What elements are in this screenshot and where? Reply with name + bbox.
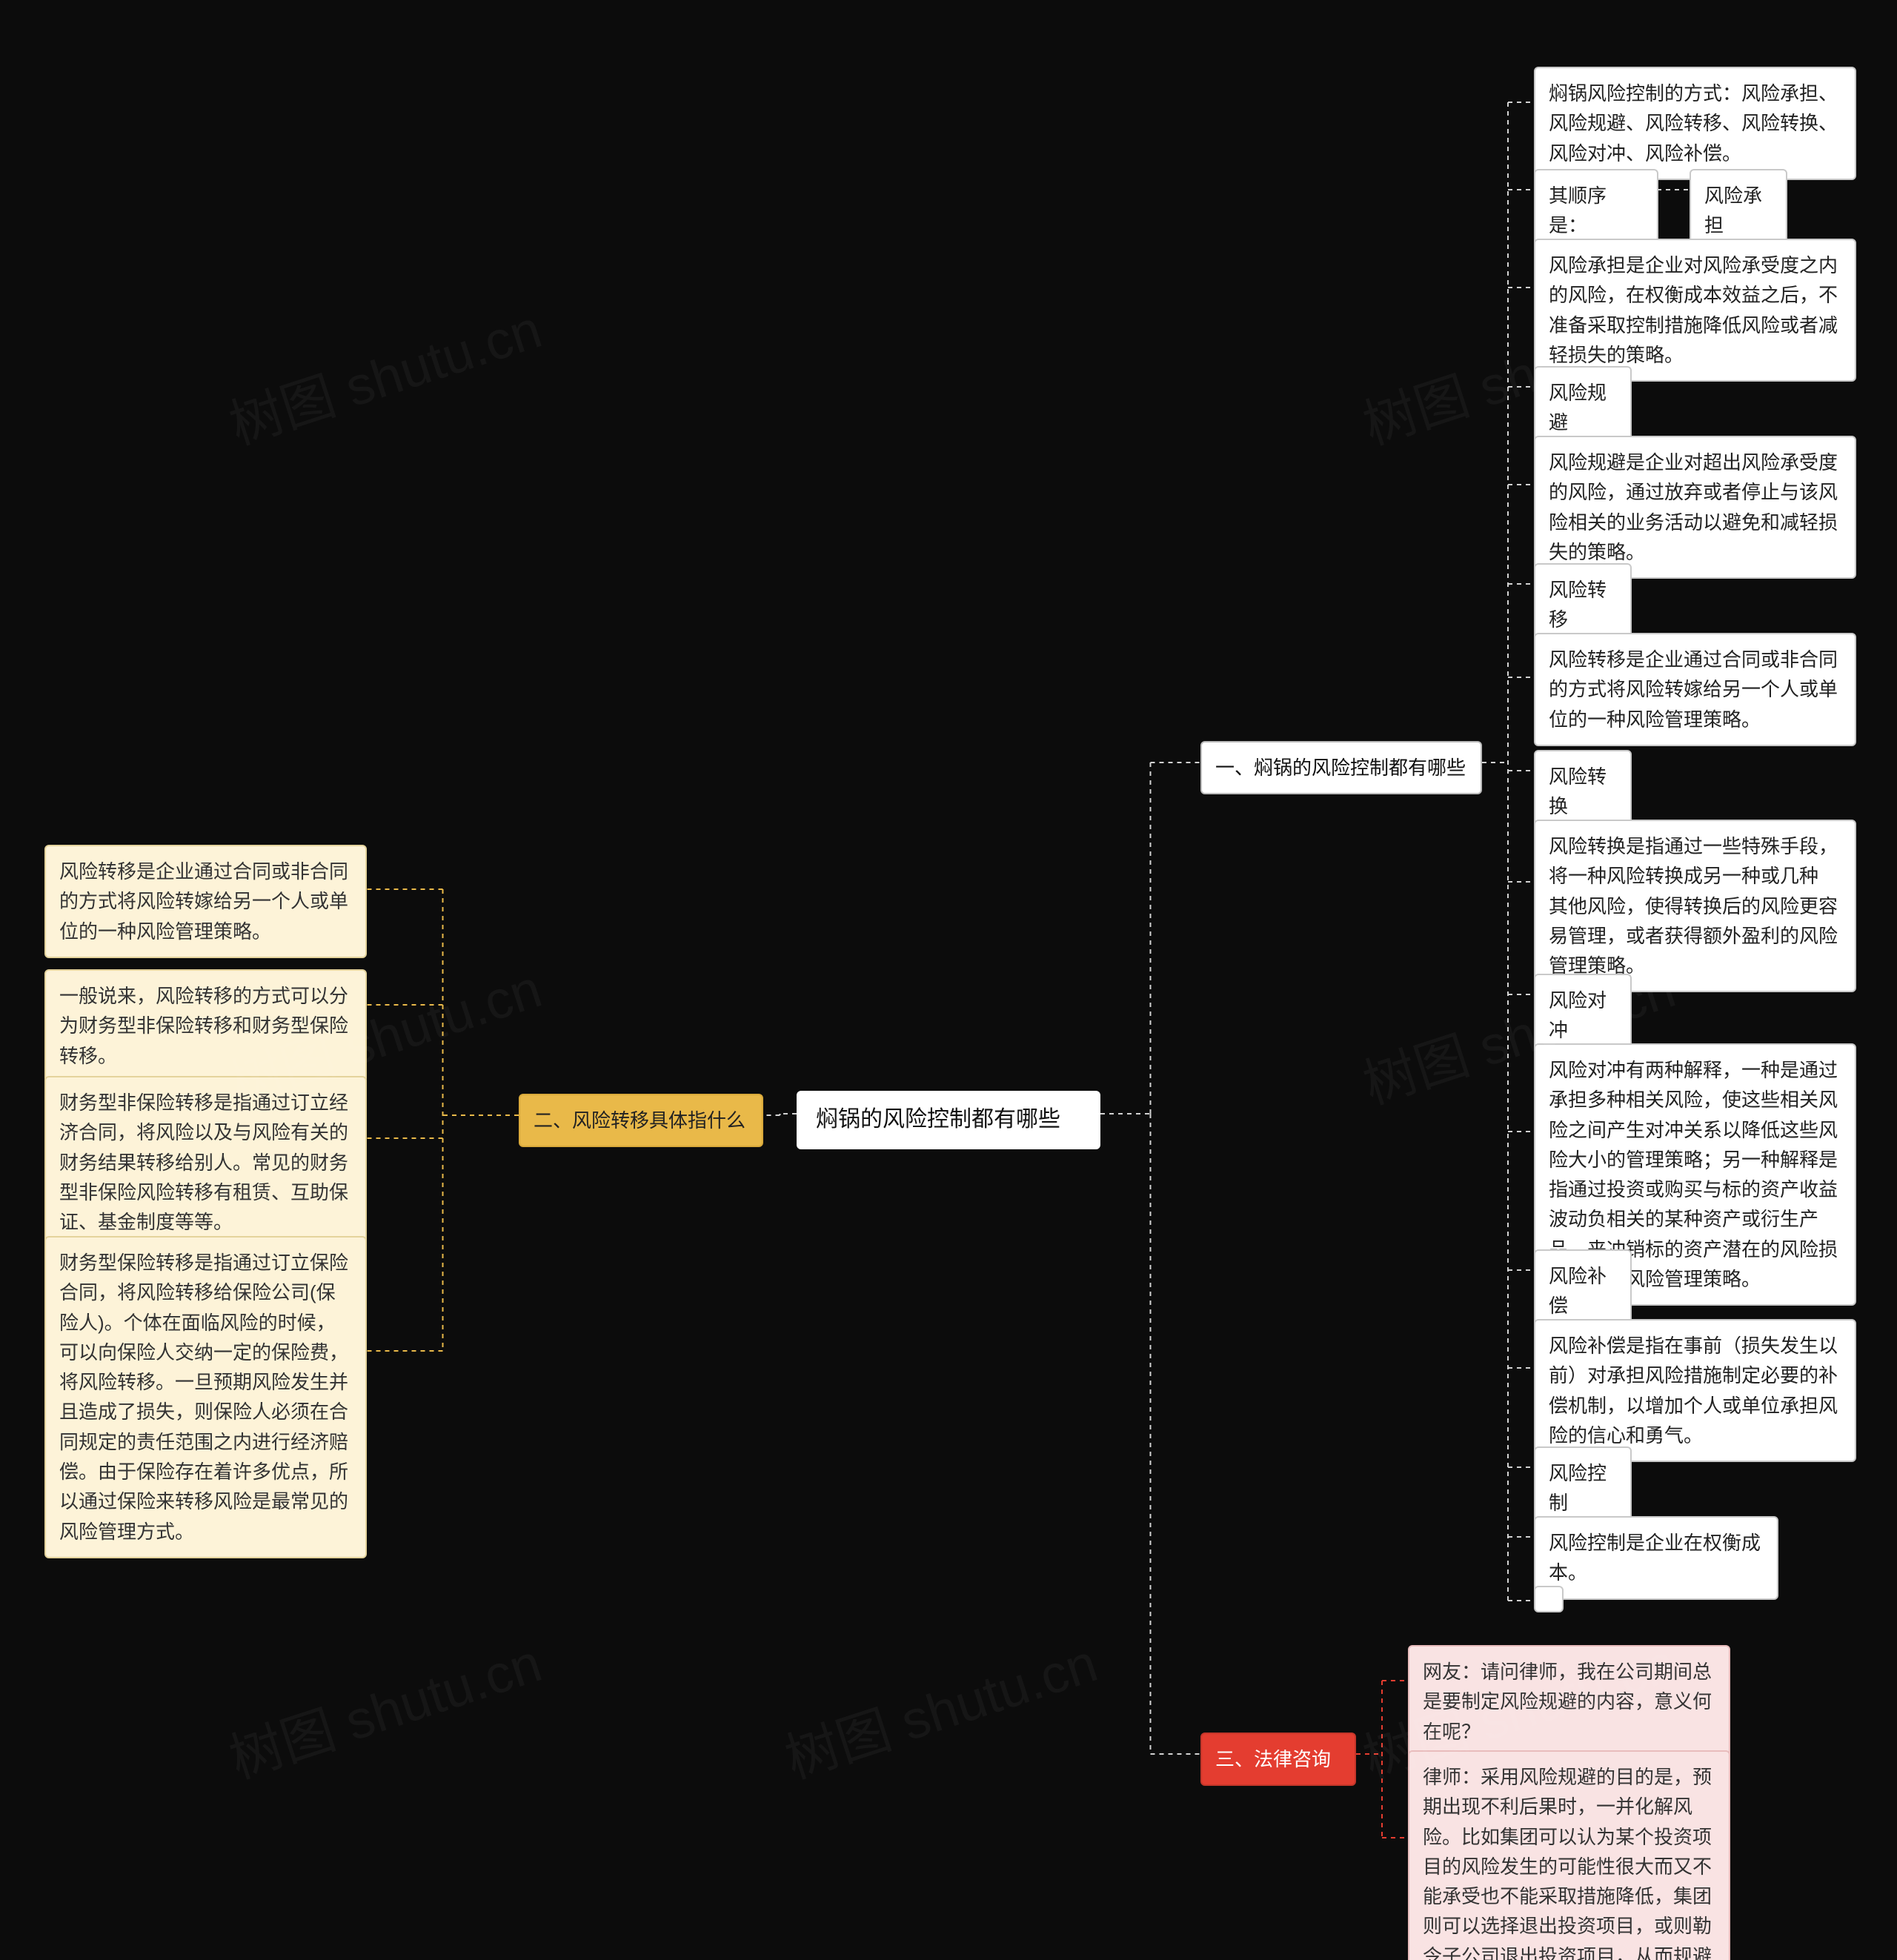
mindmap-canvas: 焖锅的风险控制都有哪些 一、焖锅的风险控制都有哪些 焖锅风险控制的方式：风险承担… [0,0,1897,1960]
leaf-question: 网友：请问律师，我在公司期间总是要制定风险规避的内容，意义何在呢？ [1408,1645,1730,1758]
leaf-risk-convert-def: 风险转换是指通过一些特殊手段，将一种风险转换成另一种或几种 其他风险，使得转换后… [1534,820,1856,992]
branch-risk-control-types[interactable]: 一、焖锅的风险控制都有哪些 [1200,741,1482,794]
leaf-risk-avoid-def: 风险规避是企业对超出风险承受度的风险，通过放弃或者停止与该风险相关的业务活动以避… [1534,436,1856,579]
leaf-empty [1534,1586,1564,1612]
branch-legal-consult[interactable]: 三、法律咨询 [1200,1733,1356,1786]
watermark: 树图 shutu.cn [774,1619,1105,1793]
leaf-transfer-types: 一般说来，风险转移的方式可以分为财务型非保险转移和财务型保险转移。 [44,969,367,1083]
watermark: 树图 shutu.cn [218,1619,549,1793]
leaf-transfer-def: 风险转移是企业通过合同或非合同的方式将风险转嫁给另一个人或单位的一种风险管理策略… [44,845,367,958]
leaf-answer: 律师：采用风险规避的目的是，预期出现不利后果时，一并化解风险。比如集团可以认为某… [1408,1750,1730,1960]
leaf-noninsurance: 财务型非保险转移是指通过订立经济合同，将风险以及与风险有关的财务结果转移给别人。… [44,1076,367,1249]
leaf-risk-control-def: 风险控制是企业在权衡成本。 [1534,1516,1778,1600]
leaf-methods-overview: 焖锅风险控制的方式：风险承担、风险规避、风险转移、风险转换、风险对冲、风险补偿。 [1534,67,1856,180]
leaf-risk-transfer-def: 风险转移是企业通过合同或非合同的方式将风险转嫁给另一个人或单位的一种风险管理策略… [1534,633,1856,746]
leaf-risk-compensate-def: 风险补偿是指在事前（损失发生以前）对承担风险措施制定必要的补偿机制，以增加个人或… [1534,1319,1856,1462]
leaf-insurance: 财务型保险转移是指通过订立保险合同，将风险转移给保险公司(保险人)。个体在面临风… [44,1236,367,1558]
root-node[interactable]: 焖锅的风险控制都有哪些 [797,1091,1100,1149]
watermark: 树图 shutu.cn [218,285,549,459]
branch-risk-transfer-detail[interactable]: 二、风险转移具体指什么 [519,1094,763,1147]
leaf-risk-bear-def: 风险承担是企业对风险承受度之内的风险，在权衡成本效益之后，不准备采取控制措施降低… [1534,239,1856,382]
